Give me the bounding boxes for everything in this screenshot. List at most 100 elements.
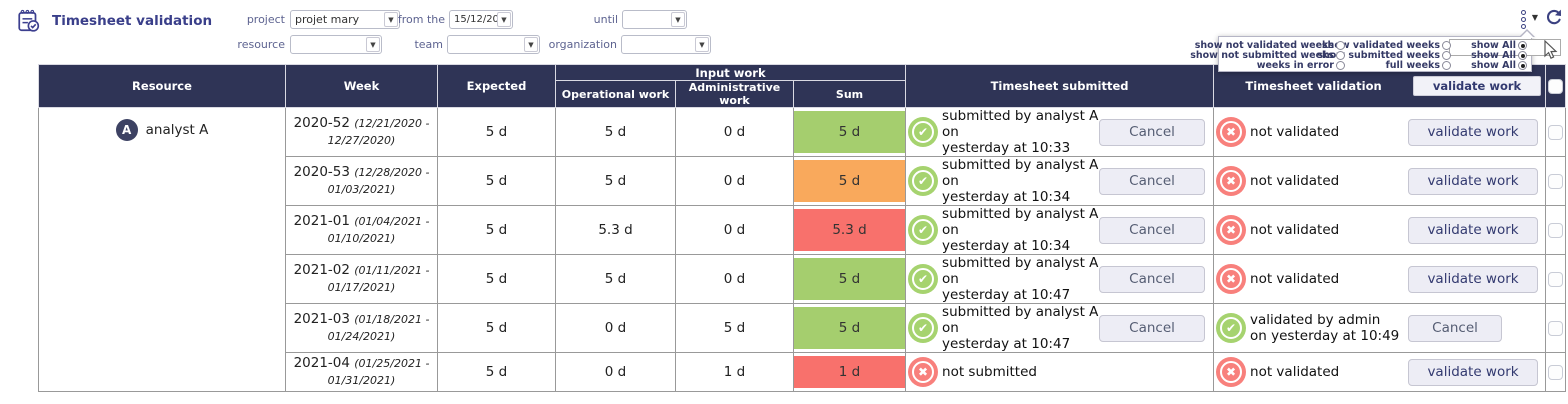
operational-work-cell: 0 d	[555, 352, 676, 392]
organization-select[interactable]: ▼	[621, 35, 711, 54]
row-select-checkbox[interactable]	[1548, 271, 1564, 287]
cancel-submission-button[interactable]: Cancel	[1099, 314, 1206, 342]
submitted-status-text: submitted by analyst A on yesterday at 10…	[942, 157, 1099, 205]
radio-show-all-submission[interactable]: show All	[1451, 50, 1527, 61]
validate-work-button[interactable]: validate work	[1408, 118, 1539, 146]
administrative-work-cell: 1 d	[675, 352, 794, 392]
radio-icon[interactable]	[1336, 60, 1345, 70]
timesheet-submitted-cell: not submitted	[905, 352, 1215, 392]
team-label: team	[414, 38, 443, 51]
validation-status-text: validated by admin on yesterday at 10:49	[1250, 312, 1400, 344]
cross-icon	[1216, 357, 1247, 387]
week-cell: 2020-52 (12/21/2020 - 12/27/2020)	[285, 107, 438, 157]
cancel-submission-button[interactable]: Cancel	[1099, 118, 1206, 146]
cancel-submission-button[interactable]: Cancel	[1099, 216, 1206, 244]
validate-work-button[interactable]: validate work	[1408, 216, 1539, 244]
from-date-label: from the	[397, 13, 445, 26]
dropdown-caret-icon[interactable]: ▼	[671, 12, 685, 27]
row-select-checkbox[interactable]	[1548, 173, 1564, 189]
validate-work-button[interactable]: validate work	[1408, 167, 1539, 195]
expected-cell: 5 d	[437, 303, 556, 353]
check-icon	[908, 264, 939, 294]
from-date-select[interactable]: 15/12/2025 ▼	[449, 10, 513, 29]
dropdown-caret-icon[interactable]: ▼	[695, 37, 709, 52]
timesheet-table: Resource Week Expected Input work Timesh…	[38, 64, 1567, 392]
cancel-submission-button[interactable]: Cancel	[1099, 167, 1206, 195]
page-title: Timesheet validation	[52, 13, 213, 29]
sum-cell: 5 d	[792, 254, 907, 304]
radio-icon[interactable]	[1336, 50, 1345, 60]
check-icon	[908, 313, 939, 343]
resource-select[interactable]: ▼	[290, 35, 382, 54]
menu-caret-icon[interactable]: ▼	[1531, 13, 1538, 22]
resource-name: analyst A	[145, 122, 209, 138]
validation-status-text: not validated	[1250, 124, 1340, 140]
select-all-checkbox[interactable]	[1548, 78, 1564, 94]
radio-weeks-in-error[interactable]: weeks in error	[1221, 60, 1345, 71]
radio-show-all-validation[interactable]: show All	[1451, 40, 1527, 51]
team-select[interactable]: ▼	[447, 35, 540, 54]
row-select-checkbox[interactable]	[1548, 320, 1564, 336]
title-block: Timesheet validation	[16, 8, 212, 34]
validate-all-work-button[interactable]: validate work	[1413, 76, 1542, 96]
radio-show-submitted-weeks[interactable]: show submitted weeks	[1317, 50, 1451, 61]
toolbar-icons: ▼	[1520, 8, 1564, 29]
dropdown-caret-icon[interactable]: ▼	[384, 12, 398, 27]
radio-icon[interactable]	[1518, 60, 1527, 70]
timesheet-validation-cell: not validated validate work	[1213, 254, 1547, 304]
check-icon	[908, 117, 939, 147]
cancel-submission-button[interactable]: Cancel	[1099, 265, 1206, 293]
header-input-work: Input work	[554, 64, 907, 81]
radio-show-all-fullness[interactable]: show All	[1451, 60, 1527, 71]
cross-icon	[1216, 264, 1247, 294]
validate-work-button[interactable]: validate work	[1408, 358, 1539, 386]
radio-show-not-submitted-weeks[interactable]: show not submitted weeks	[1190, 50, 1345, 61]
cancel-validation-button[interactable]: Cancel	[1408, 314, 1503, 342]
row-select-checkbox[interactable]	[1548, 364, 1564, 380]
project-select[interactable]: projet mary ▼	[290, 10, 400, 29]
header-sum: Sum	[792, 80, 907, 108]
administrative-work-cell: 0 d	[675, 156, 794, 206]
avatar: A	[115, 119, 138, 141]
sum-cell: 5.3 d	[792, 205, 907, 255]
table-row: 2021-04 (01/25/2021 - 01/31/2021) 5 d 0 …	[39, 352, 1567, 392]
dropdown-caret-icon[interactable]: ▼	[366, 37, 380, 52]
until-date-select[interactable]: ▼	[622, 10, 687, 29]
check-icon	[908, 215, 939, 245]
header-operational-work: Operational work	[555, 80, 676, 108]
mouse-cursor	[1544, 40, 1558, 60]
row-select-checkbox[interactable]	[1548, 222, 1564, 238]
dropdown-caret-icon[interactable]: ▼	[524, 37, 538, 52]
radio-full-weeks[interactable]: full weeks	[1345, 60, 1451, 71]
dropdown-caret-icon[interactable]: ▼	[497, 12, 511, 27]
header-expected: Expected	[437, 64, 556, 108]
resource-cell: A analyst A	[38, 107, 286, 392]
radio-icon[interactable]	[1518, 50, 1527, 60]
sum-cell: 5 d	[792, 107, 907, 157]
radio-icon[interactable]	[1442, 60, 1451, 70]
submitted-status-text: submitted by analyst A on yesterday at 10…	[942, 255, 1099, 303]
radio-show-not-validated-weeks[interactable]: show not validated weeks	[1195, 40, 1345, 51]
refresh-icon[interactable]	[1544, 8, 1564, 28]
radio-show-validated-weeks[interactable]: show validated weeks	[1322, 40, 1451, 51]
row-select-checkbox[interactable]	[1548, 124, 1564, 140]
timesheet-validation-cell: not validated validate work	[1213, 156, 1547, 206]
project-label: project	[246, 13, 285, 26]
radio-icon[interactable]	[1518, 40, 1527, 50]
cross-icon	[1216, 166, 1247, 196]
radio-icon[interactable]	[1442, 50, 1451, 60]
settings-menu-icon[interactable]	[1520, 8, 1526, 29]
operational-work-cell: 5.3 d	[555, 205, 676, 255]
administrative-work-cell: 0 d	[675, 254, 794, 304]
table-row: 2021-01 (01/04/2021 - 01/10/2021) 5 d 5.…	[39, 205, 1567, 255]
radio-icon[interactable]	[1442, 40, 1451, 50]
operational-work-cell: 5 d	[555, 254, 676, 304]
radio-icon[interactable]	[1336, 40, 1345, 50]
sum-cell: 5 d	[792, 303, 907, 353]
validate-work-button[interactable]: validate work	[1408, 265, 1539, 293]
expected-cell: 5 d	[437, 156, 556, 206]
